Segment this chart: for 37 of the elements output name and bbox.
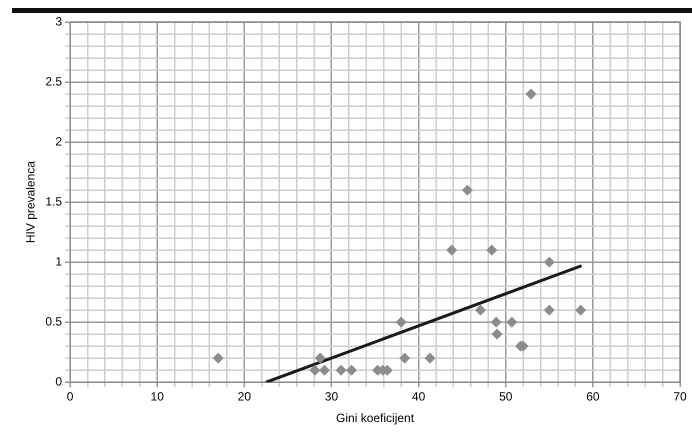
x-axis-title: Gini koeficijent	[336, 411, 415, 426]
y-tick-label: 0.5	[45, 314, 62, 328]
x-tick-label: 40	[412, 390, 426, 404]
y-tick-label: 2	[55, 134, 62, 148]
point	[396, 316, 407, 328]
point	[314, 352, 326, 364]
point	[486, 244, 498, 256]
point	[424, 352, 436, 364]
point	[212, 352, 224, 364]
point	[544, 256, 555, 268]
x-tick-label: 30	[324, 390, 338, 404]
point	[446, 244, 458, 256]
point	[309, 364, 320, 376]
y-axis-title: HIV prevalenca	[24, 160, 38, 244]
point	[462, 184, 473, 196]
y-tick-label: 2.5	[45, 74, 62, 88]
point	[474, 304, 486, 316]
point	[336, 364, 347, 376]
point	[492, 328, 503, 340]
y-tick-label: 3	[55, 14, 62, 28]
x-tick-label: 60	[586, 390, 600, 404]
x-tick-label: 10	[150, 390, 164, 404]
point	[526, 88, 537, 100]
point	[490, 316, 502, 328]
y-tick-label: 0	[55, 374, 62, 389]
point	[544, 304, 555, 316]
x-tick-label: 50	[499, 390, 513, 404]
x-tick-label: 20	[238, 390, 252, 404]
point	[319, 364, 330, 376]
y-tick-label: 1	[55, 254, 62, 268]
point	[506, 316, 518, 328]
point	[346, 364, 358, 376]
x-tick-label: 70	[673, 390, 687, 404]
x-tick-label: 0	[66, 390, 74, 404]
point	[399, 352, 410, 364]
point	[575, 304, 586, 316]
y-tick-label: 1.5	[45, 194, 62, 208]
